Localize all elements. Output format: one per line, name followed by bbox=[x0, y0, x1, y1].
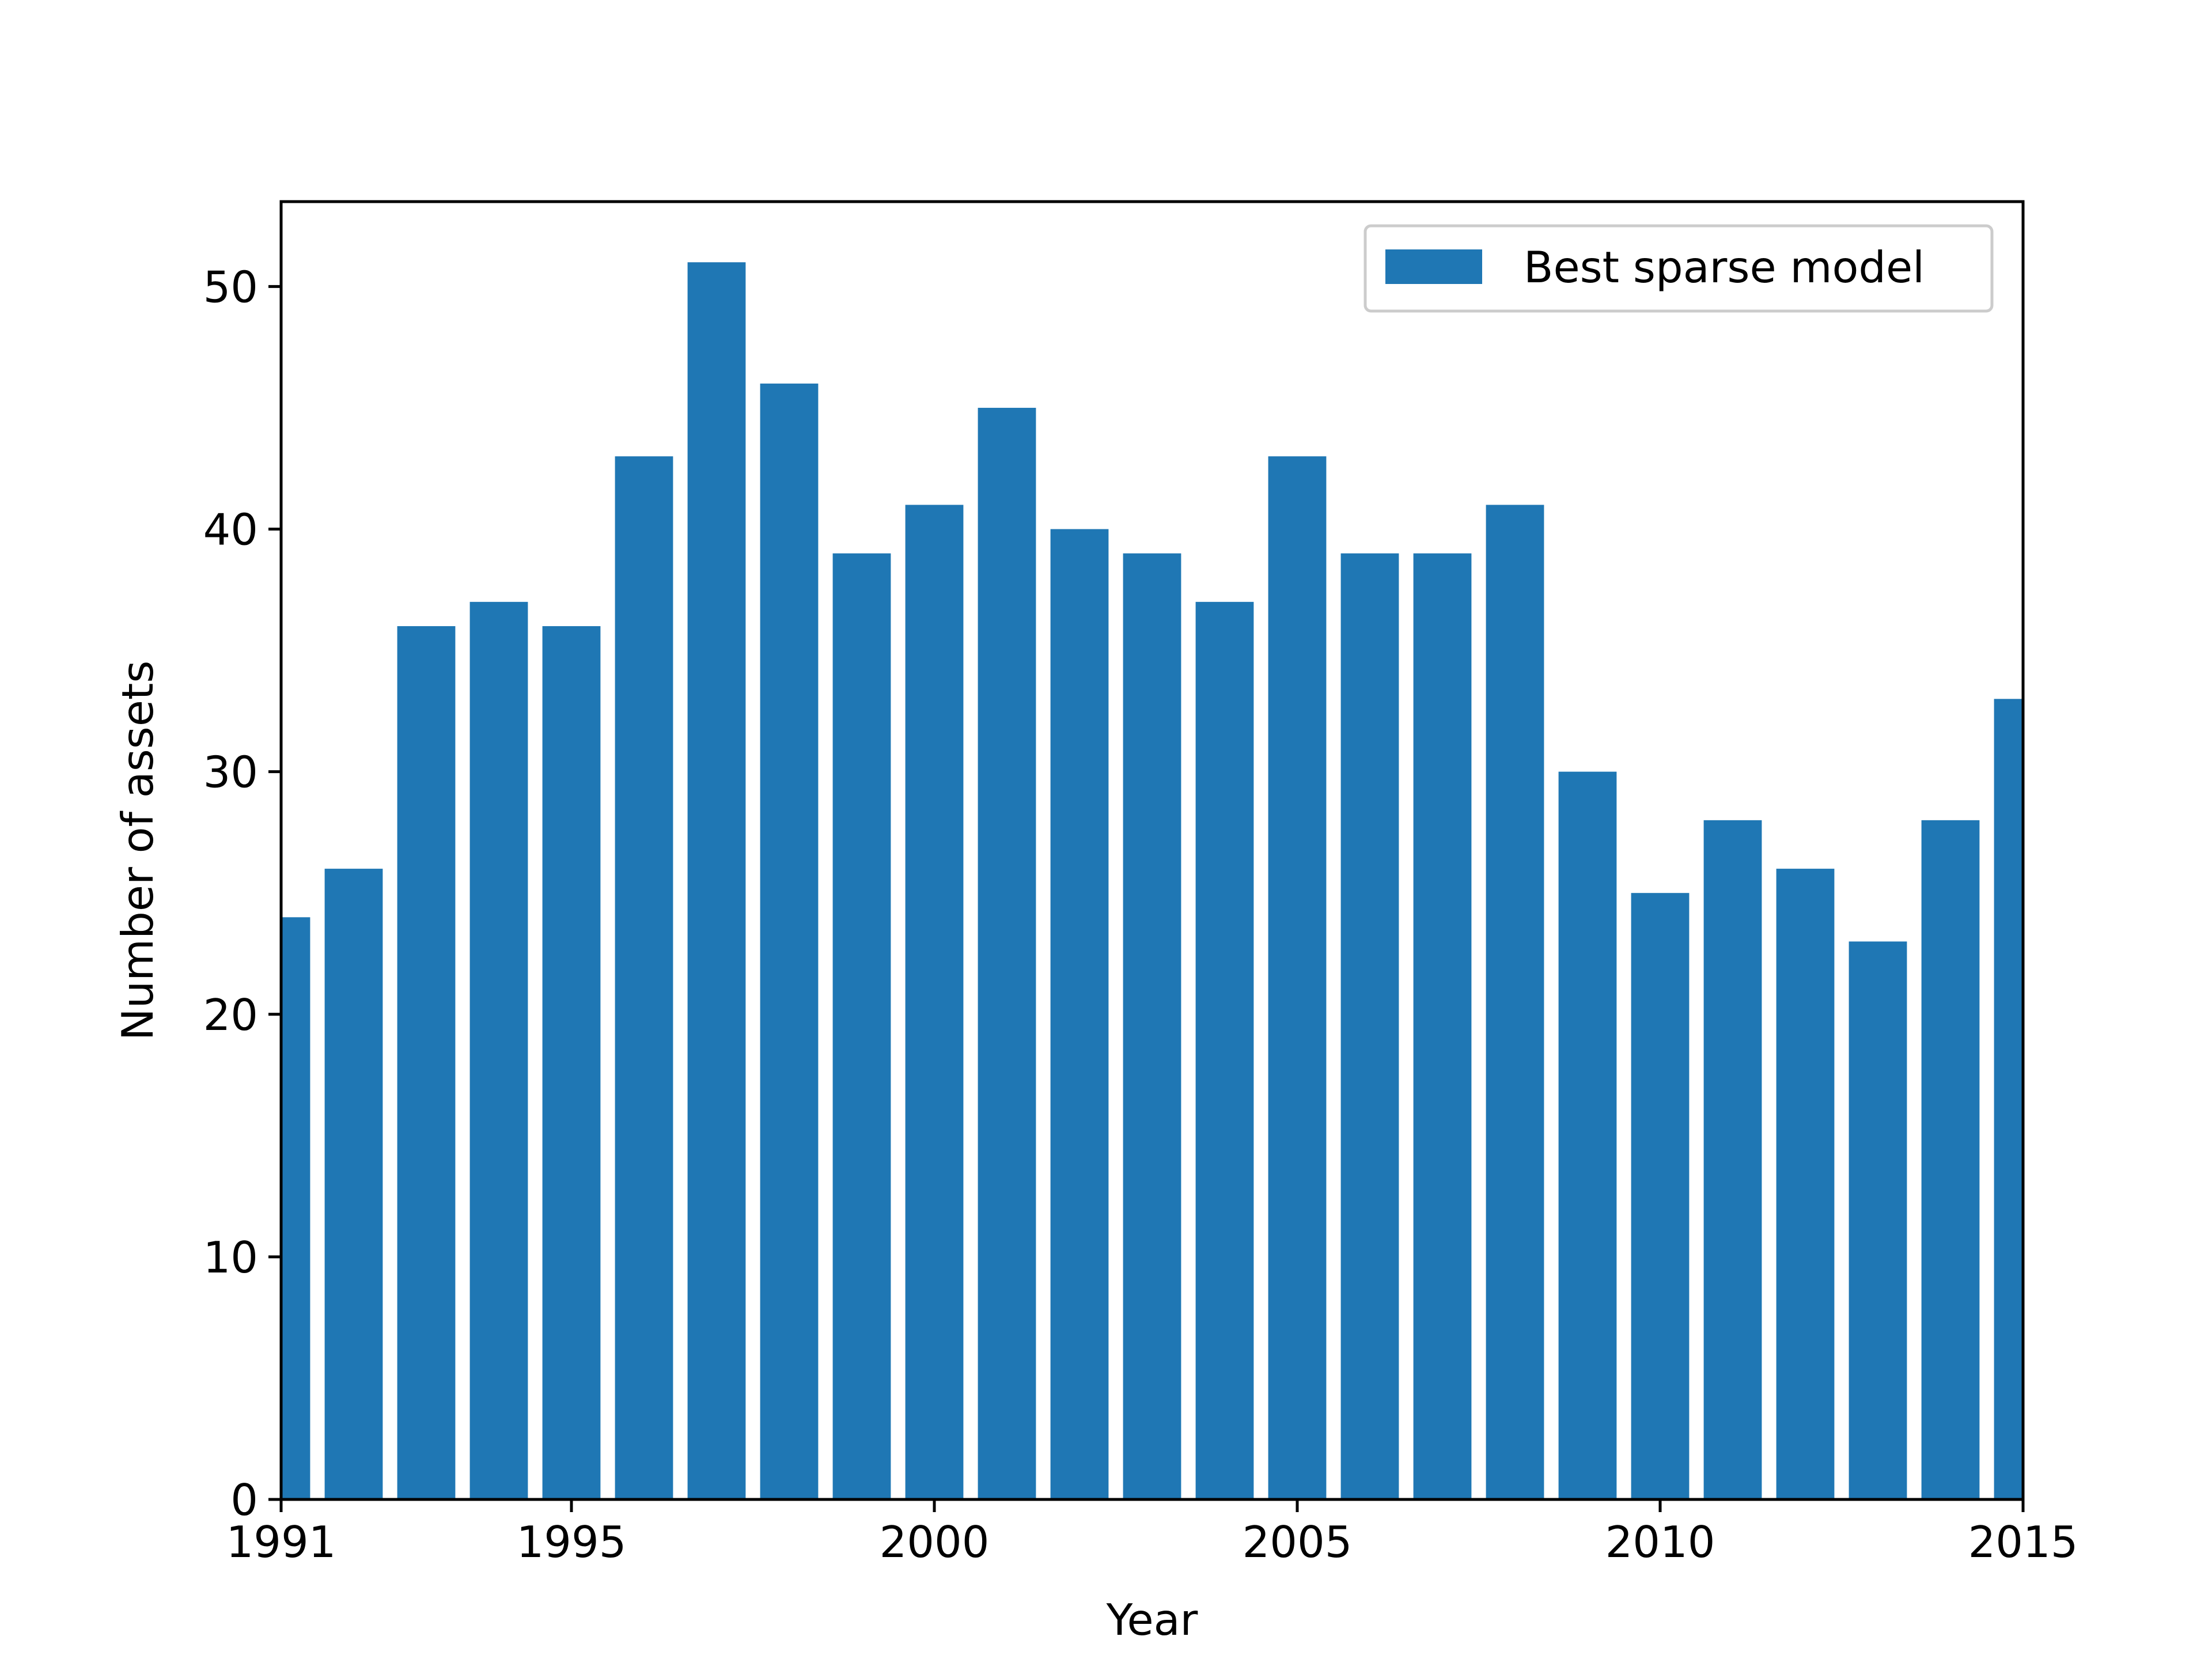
y-axis: 0 10 20 30 40 50 bbox=[203, 262, 281, 1525]
bar-1997 bbox=[687, 262, 746, 1499]
bar-2004 bbox=[1195, 601, 1254, 1499]
plot-frame bbox=[279, 200, 2025, 1501]
bar-1994 bbox=[469, 601, 528, 1499]
bar-2012 bbox=[1776, 869, 1835, 1499]
bar-1995 bbox=[542, 626, 601, 1499]
y-tick-label: 40 bbox=[203, 505, 258, 555]
bar-1992 bbox=[324, 869, 383, 1499]
bar-2007 bbox=[1413, 553, 1472, 1499]
y-tick-label: 30 bbox=[203, 747, 258, 798]
x-tick-label: 1991 bbox=[226, 1517, 336, 1567]
bar-1996 bbox=[615, 456, 673, 1499]
bar-2009 bbox=[1558, 771, 1617, 1499]
legend-box bbox=[1363, 224, 1994, 313]
bar-2002 bbox=[1050, 529, 1109, 1499]
y-tick-label: 20 bbox=[203, 990, 258, 1040]
bar-1991 bbox=[281, 917, 310, 1499]
x-tick-label: 2000 bbox=[880, 1517, 990, 1567]
bar-2001 bbox=[978, 407, 1036, 1499]
x-axis: 1991 1995 2000 2005 2010 2015 bbox=[226, 1499, 2078, 1567]
bar-2006 bbox=[1340, 553, 1399, 1499]
bar-2003 bbox=[1123, 553, 1181, 1499]
y-tick-label: 50 bbox=[203, 262, 258, 312]
bar-2013 bbox=[1849, 941, 1907, 1499]
bar-2000 bbox=[905, 505, 964, 1499]
bar-2005 bbox=[1268, 456, 1327, 1499]
bar-2011 bbox=[1703, 820, 1762, 1499]
x-tick-label: 2005 bbox=[1243, 1517, 1353, 1567]
x-axis-label: Year bbox=[1106, 1594, 1198, 1645]
bars-group bbox=[281, 262, 2023, 1499]
bar-2010 bbox=[1631, 893, 1690, 1499]
bar-1998 bbox=[760, 383, 819, 1499]
y-tick-label: 0 bbox=[230, 1475, 258, 1525]
bar-2008 bbox=[1486, 505, 1544, 1499]
x-tick-label: 1995 bbox=[517, 1517, 627, 1567]
bar-1999 bbox=[832, 553, 891, 1499]
y-tick-label: 10 bbox=[203, 1232, 258, 1283]
legend: Best sparse model bbox=[1363, 224, 1994, 313]
y-axis-label: Number of assets bbox=[112, 661, 163, 1041]
x-tick-label: 2010 bbox=[1605, 1517, 1715, 1567]
legend-label: Best sparse model bbox=[1524, 242, 1925, 293]
bar-1993 bbox=[397, 626, 456, 1499]
legend-swatch bbox=[1385, 249, 1482, 284]
x-tick-label: 2015 bbox=[1968, 1517, 2078, 1567]
bar-2014 bbox=[1921, 820, 1980, 1499]
bar-2015 bbox=[1994, 699, 2023, 1499]
